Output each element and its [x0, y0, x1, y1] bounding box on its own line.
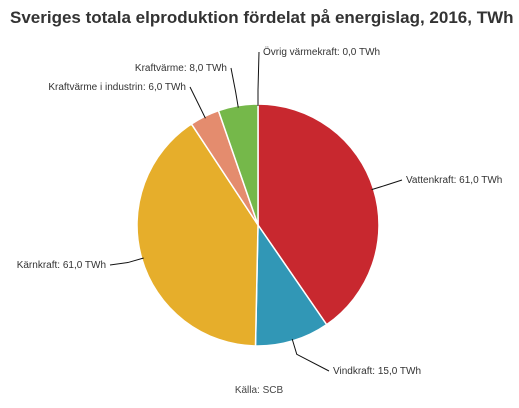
data-label-kraftvärme: Kraftvärme: 8,0 TWh [135, 63, 227, 74]
connector-övrig-värmekraft [257, 51, 260, 106]
chart-title: Sveriges totala elproduktion fördelat på… [10, 8, 514, 27]
connector-vattenkraft [371, 179, 403, 191]
connector-kraftvärme-i-industrin [189, 86, 206, 119]
data-label-vindkraft: Vindkraft: 15,0 TWh [333, 366, 421, 377]
data-label-kärnkraft: Kärnkraft: 61,0 TWh [17, 260, 106, 271]
data-label-övrig-värmekraft: Övrig värmekraft: 0,0 TWh [263, 46, 380, 58]
data-label-vattenkraft: Vattenkraft: 61,0 TWh [406, 175, 502, 186]
source-label: Källa: SCB [235, 385, 284, 396]
data-label-kraftvärme-i-industrin: Kraftvärme i industrin: 6,0 TWh [48, 82, 186, 93]
connector-kraftvärme [230, 67, 239, 108]
connector-kärnkraft [109, 257, 144, 266]
connector-vindkraft [291, 338, 330, 372]
